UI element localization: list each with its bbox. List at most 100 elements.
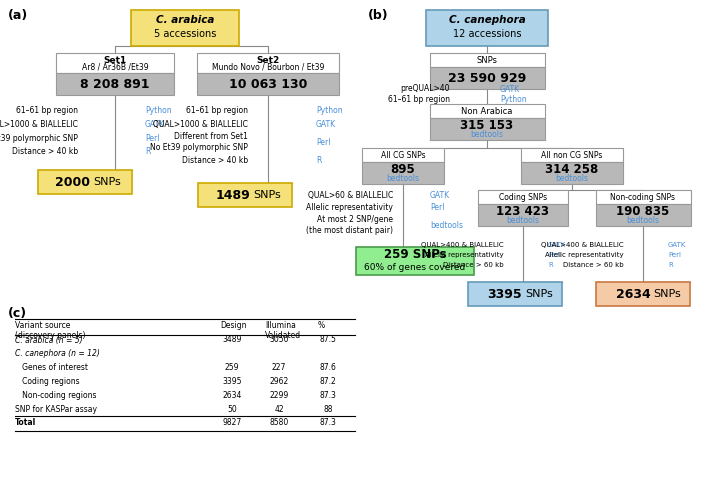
Text: Perl: Perl bbox=[668, 252, 681, 258]
Text: GATK: GATK bbox=[430, 191, 450, 200]
FancyBboxPatch shape bbox=[429, 118, 545, 140]
Text: QUAL>400 & BIALLELIC: QUAL>400 & BIALLELIC bbox=[421, 242, 504, 248]
Text: Allelic representativity: Allelic representativity bbox=[426, 252, 504, 258]
FancyBboxPatch shape bbox=[56, 73, 174, 95]
Text: 61–61 bp region: 61–61 bp region bbox=[16, 106, 78, 115]
Text: Coding SNPs: Coding SNPs bbox=[499, 193, 547, 202]
Text: GATK: GATK bbox=[668, 242, 687, 248]
Text: 88: 88 bbox=[323, 404, 333, 413]
Text: Mundo Novo / Bourbon / Et39: Mundo Novo / Bourbon / Et39 bbox=[212, 62, 324, 71]
Text: QUAL>60 & BIALLELIC: QUAL>60 & BIALLELIC bbox=[308, 191, 393, 200]
Text: GATK: GATK bbox=[548, 242, 566, 248]
Text: QUAL>1000 & BIALLELIC: QUAL>1000 & BIALLELIC bbox=[0, 120, 78, 128]
Text: QUAL>1000 & BIALLELIC: QUAL>1000 & BIALLELIC bbox=[153, 120, 248, 128]
Text: bedtools: bedtools bbox=[627, 215, 660, 224]
Text: Non-coding regions: Non-coding regions bbox=[15, 391, 96, 400]
Text: R: R bbox=[316, 155, 322, 164]
Text: 3395: 3395 bbox=[222, 377, 242, 386]
Text: bedtools: bedtools bbox=[555, 174, 588, 183]
Text: Set1: Set1 bbox=[103, 55, 127, 64]
Text: GATK: GATK bbox=[145, 120, 165, 128]
Text: Total: Total bbox=[15, 418, 36, 428]
Text: (a): (a) bbox=[8, 9, 29, 22]
Text: At most 2 SNP/gene
(the most distant pair): At most 2 SNP/gene (the most distant pai… bbox=[306, 215, 393, 235]
Text: bedtools: bedtools bbox=[506, 215, 540, 224]
FancyBboxPatch shape bbox=[56, 53, 174, 73]
Text: Distance > 60 kb: Distance > 60 kb bbox=[443, 262, 504, 268]
Text: Design: Design bbox=[220, 321, 247, 330]
Text: Non-coding SNPs: Non-coding SNPs bbox=[610, 193, 675, 202]
Text: 87.2: 87.2 bbox=[319, 377, 337, 386]
Text: Allelic representativity: Allelic representativity bbox=[306, 203, 393, 211]
Text: 42: 42 bbox=[275, 404, 284, 413]
Text: R: R bbox=[145, 146, 150, 155]
Text: bedtools: bedtools bbox=[386, 174, 419, 183]
Text: Distance > 40 kb: Distance > 40 kb bbox=[182, 155, 248, 164]
FancyBboxPatch shape bbox=[596, 282, 690, 306]
Text: All non CG SNPs: All non CG SNPs bbox=[541, 150, 602, 159]
Text: 2634: 2634 bbox=[615, 288, 650, 300]
Text: Python: Python bbox=[500, 95, 527, 104]
Text: 3395: 3395 bbox=[488, 288, 523, 300]
Text: SNP for KASPar assay: SNP for KASPar assay bbox=[15, 404, 97, 413]
Text: C. arabica (n = 5): C. arabica (n = 5) bbox=[15, 336, 83, 345]
Text: 12 accessions: 12 accessions bbox=[453, 29, 521, 39]
Text: 2634: 2634 bbox=[222, 391, 242, 400]
Text: bedtools: bedtools bbox=[430, 220, 463, 229]
Text: %: % bbox=[318, 321, 325, 330]
Text: (c): (c) bbox=[8, 307, 27, 320]
Text: Python: Python bbox=[145, 106, 172, 115]
FancyBboxPatch shape bbox=[131, 10, 239, 46]
FancyBboxPatch shape bbox=[429, 53, 545, 67]
Text: C. canephora (n = 12): C. canephora (n = 12) bbox=[15, 349, 100, 358]
Text: Distance > 40 kb: Distance > 40 kb bbox=[12, 146, 78, 155]
Text: No Et39 polymorphic SNP: No Et39 polymorphic SNP bbox=[0, 133, 78, 142]
Text: SNPs: SNPs bbox=[93, 177, 121, 187]
Text: Allelic representativity: Allelic representativity bbox=[545, 252, 624, 258]
Text: 2962: 2962 bbox=[270, 377, 289, 386]
Text: GATK: GATK bbox=[316, 120, 336, 128]
Text: Ar8 / Ar36B /Et39: Ar8 / Ar36B /Et39 bbox=[82, 62, 148, 71]
Text: 227: 227 bbox=[272, 363, 286, 372]
Text: SNPs: SNPs bbox=[476, 55, 498, 64]
Text: R: R bbox=[668, 262, 673, 268]
Text: All CG SNPs: All CG SNPs bbox=[381, 150, 426, 159]
FancyBboxPatch shape bbox=[197, 73, 339, 95]
Text: Different from Set1
No Et39 polymorphic SNP: Different from Set1 No Et39 polymorphic … bbox=[150, 132, 248, 152]
Text: Perl: Perl bbox=[145, 133, 160, 142]
FancyBboxPatch shape bbox=[478, 190, 568, 204]
FancyBboxPatch shape bbox=[521, 162, 623, 184]
Text: C. canephora: C. canephora bbox=[448, 15, 525, 25]
FancyBboxPatch shape bbox=[38, 170, 132, 194]
FancyBboxPatch shape bbox=[429, 67, 545, 89]
Text: (b): (b) bbox=[368, 9, 389, 22]
Text: QUAL>400 & BIALLELIC: QUAL>400 & BIALLELIC bbox=[541, 242, 624, 248]
FancyBboxPatch shape bbox=[362, 148, 444, 162]
Text: Python: Python bbox=[316, 106, 343, 115]
FancyBboxPatch shape bbox=[521, 148, 623, 162]
FancyBboxPatch shape bbox=[429, 104, 545, 118]
Text: Set2: Set2 bbox=[257, 55, 279, 64]
Text: 61–61 bp region: 61–61 bp region bbox=[186, 106, 248, 115]
Text: Genes of interest: Genes of interest bbox=[15, 363, 88, 372]
Text: Illumina
Validated: Illumina Validated bbox=[265, 321, 301, 341]
FancyBboxPatch shape bbox=[362, 162, 444, 184]
Text: 2000: 2000 bbox=[56, 176, 91, 189]
Text: 8580: 8580 bbox=[270, 418, 289, 428]
Text: 8 208 891: 8 208 891 bbox=[81, 77, 150, 91]
Text: Perl: Perl bbox=[430, 203, 444, 211]
Text: 259: 259 bbox=[225, 363, 240, 372]
Text: 190 835: 190 835 bbox=[616, 205, 670, 217]
Text: 50: 50 bbox=[227, 404, 237, 413]
Text: 87.3: 87.3 bbox=[319, 391, 337, 400]
Text: SNPs: SNPs bbox=[253, 190, 281, 200]
Text: preQUAL>40
61–61 bp region: preQUAL>40 61–61 bp region bbox=[388, 85, 450, 104]
Text: 23 590 929: 23 590 929 bbox=[448, 71, 526, 85]
FancyBboxPatch shape bbox=[356, 247, 474, 275]
Text: 3489: 3489 bbox=[222, 336, 242, 345]
Text: 315 153: 315 153 bbox=[461, 119, 513, 131]
Text: Perl: Perl bbox=[548, 252, 561, 258]
Text: R: R bbox=[548, 262, 553, 268]
Text: 5 accessions: 5 accessions bbox=[154, 29, 216, 39]
Text: 895: 895 bbox=[391, 162, 416, 176]
